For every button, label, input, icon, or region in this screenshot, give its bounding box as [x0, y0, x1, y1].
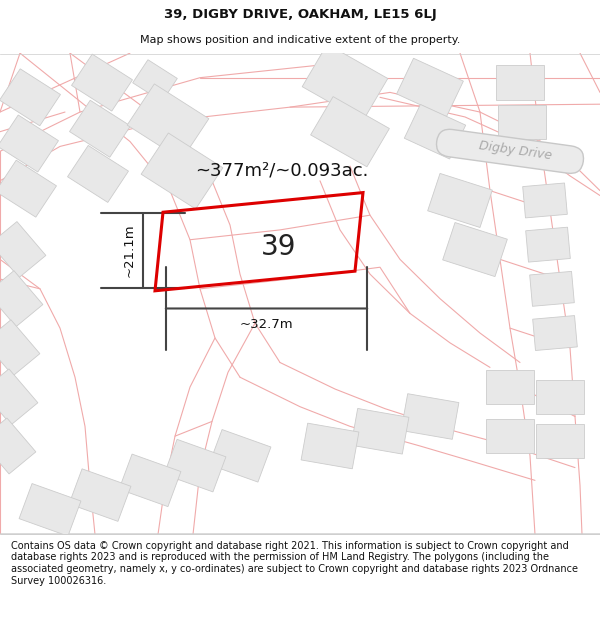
Polygon shape — [311, 97, 389, 167]
Polygon shape — [301, 423, 359, 469]
Polygon shape — [68, 146, 128, 202]
Polygon shape — [536, 379, 584, 414]
Polygon shape — [496, 66, 544, 100]
Polygon shape — [127, 84, 209, 160]
Polygon shape — [428, 173, 493, 228]
FancyBboxPatch shape — [436, 129, 584, 173]
Polygon shape — [443, 222, 508, 277]
Polygon shape — [209, 429, 271, 482]
Polygon shape — [0, 369, 38, 425]
Polygon shape — [0, 69, 61, 126]
Polygon shape — [536, 424, 584, 458]
Text: Digby Drive: Digby Drive — [478, 139, 553, 162]
Polygon shape — [526, 228, 571, 262]
Polygon shape — [0, 271, 43, 327]
Polygon shape — [302, 44, 388, 121]
Text: Contains OS data © Crown copyright and database right 2021. This information is : Contains OS data © Crown copyright and d… — [11, 541, 578, 586]
Polygon shape — [69, 469, 131, 521]
Polygon shape — [164, 439, 226, 492]
Text: ~21.1m: ~21.1m — [122, 224, 136, 278]
Text: ~32.7m: ~32.7m — [239, 318, 293, 331]
Polygon shape — [71, 54, 133, 111]
Polygon shape — [523, 183, 568, 218]
Polygon shape — [486, 419, 534, 453]
Polygon shape — [498, 104, 546, 139]
Polygon shape — [0, 115, 58, 172]
Polygon shape — [0, 320, 40, 376]
Polygon shape — [19, 484, 81, 536]
Polygon shape — [530, 271, 574, 306]
Polygon shape — [133, 60, 178, 101]
Polygon shape — [0, 222, 46, 278]
Polygon shape — [70, 100, 130, 158]
Polygon shape — [404, 104, 466, 159]
Polygon shape — [397, 58, 463, 117]
Polygon shape — [486, 370, 534, 404]
Text: 39, DIGBY DRIVE, OAKHAM, LE15 6LJ: 39, DIGBY DRIVE, OAKHAM, LE15 6LJ — [164, 8, 436, 21]
Text: ~377m²/~0.093ac.: ~377m²/~0.093ac. — [195, 162, 368, 180]
Polygon shape — [119, 454, 181, 507]
Polygon shape — [0, 418, 36, 474]
Polygon shape — [533, 316, 577, 351]
Text: 39: 39 — [261, 232, 297, 261]
Polygon shape — [351, 409, 409, 454]
Polygon shape — [401, 394, 459, 439]
Polygon shape — [141, 133, 223, 209]
Text: Map shows position and indicative extent of the property.: Map shows position and indicative extent… — [140, 35, 460, 45]
Polygon shape — [0, 160, 56, 217]
